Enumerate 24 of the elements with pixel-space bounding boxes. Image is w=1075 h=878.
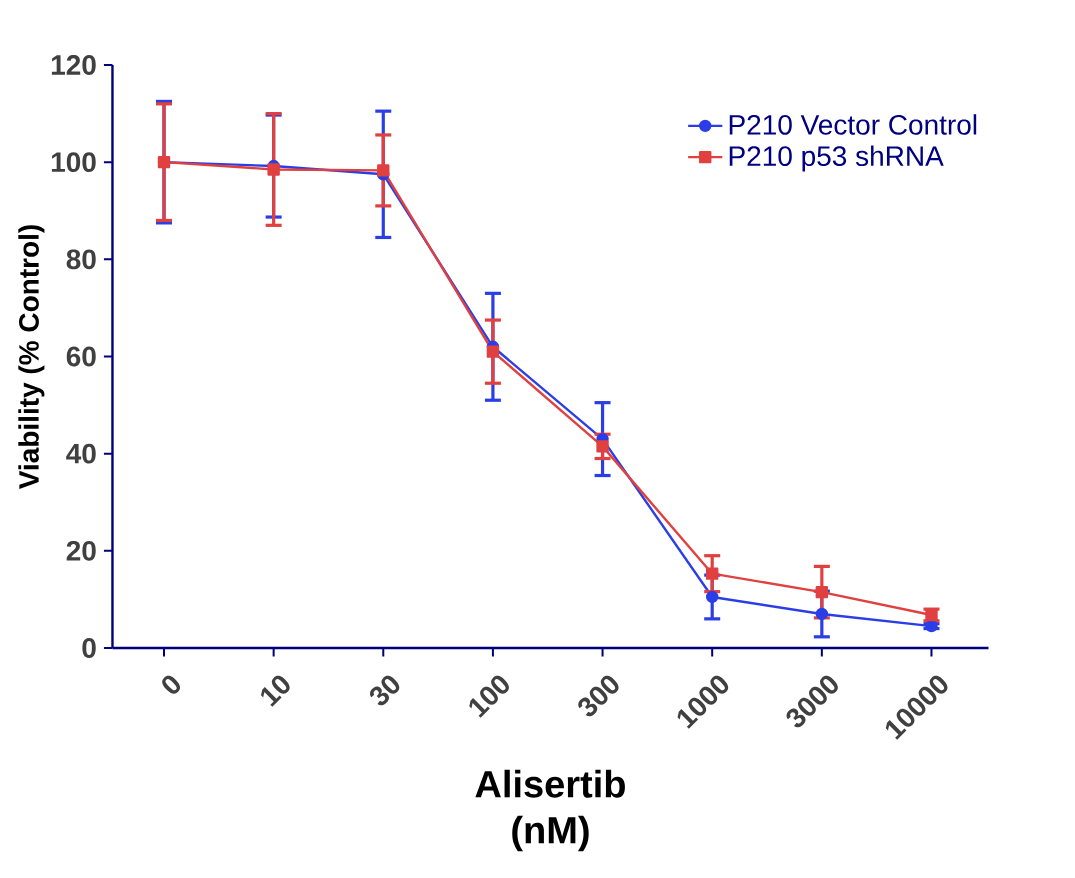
x-tick-label: 300 [578,675,619,717]
y-tick-label: 40 [66,443,96,464]
point [267,163,280,176]
point [815,585,829,599]
y-tick-label: 100 [51,152,96,173]
x-tick-label: 30 [370,675,400,706]
legend-label: P210 p53 shRNA [729,145,944,172]
point [377,164,390,177]
point [706,567,719,580]
y-tick-label: 120 [51,55,96,75]
point [596,440,609,453]
point [706,590,719,604]
y-tick-label: 60 [66,346,96,367]
x-tick-label: 100 [469,675,509,718]
y-tick-label: 20 [66,540,96,561]
y-axis-title: Viability (% Control) [18,225,45,490]
point [486,345,500,358]
y-tick-label: 80 [66,249,96,270]
x-axis-title: Alisertib (nM) [475,769,625,852]
legend-label: P210 Vector Control [729,114,977,135]
x-tick-label: 0 [162,675,181,694]
x-tick-label: 10 [261,675,290,707]
y-tick-label: 0 [82,638,96,658]
point [815,607,829,621]
